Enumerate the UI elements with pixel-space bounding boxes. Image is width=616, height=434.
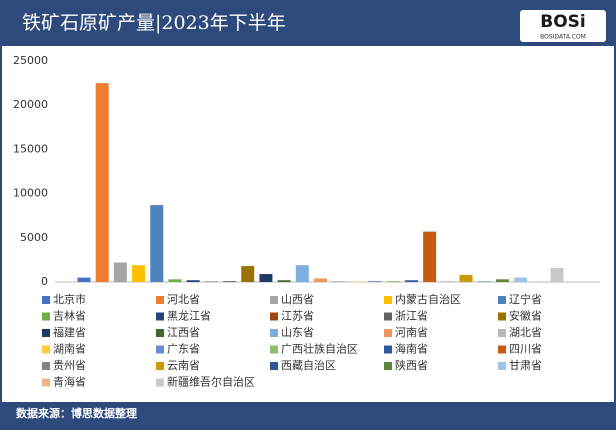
- legend-swatch: [42, 379, 50, 387]
- bar: [369, 281, 382, 282]
- y-tick-label: 20000: [13, 98, 48, 111]
- legend-label: 西藏自治区: [281, 358, 336, 372]
- legend-label: 四川省: [509, 343, 542, 356]
- legend-label: 山西省: [281, 293, 314, 306]
- bar: [223, 281, 236, 282]
- legend-swatch: [156, 329, 164, 337]
- logo-subtext: BOSIDATA.COM: [540, 34, 586, 41]
- legend-label: 云南省: [167, 359, 200, 372]
- legend-swatch: [498, 296, 506, 304]
- bar: [150, 205, 163, 282]
- logo-text: BOSi: [540, 12, 585, 32]
- bar: [132, 265, 145, 282]
- legend-label: 青海省: [53, 375, 86, 389]
- legend-swatch: [270, 313, 278, 321]
- bar: [314, 278, 327, 282]
- legend-swatch: [270, 346, 278, 354]
- legend-label: 河南省: [395, 326, 428, 339]
- legend-label: 山东省: [281, 326, 314, 339]
- legend-label: 福建省: [53, 325, 86, 339]
- bar: [96, 83, 109, 282]
- y-tick-label: 5000: [20, 231, 48, 244]
- legend-label: 江苏省: [281, 310, 314, 323]
- legend-label: 广东省: [167, 343, 200, 356]
- legend-label: 吉林省: [53, 309, 86, 323]
- bar: [551, 268, 564, 282]
- legend-swatch: [498, 346, 506, 354]
- legend-label: 陕西省: [395, 358, 428, 372]
- legend-label: 内蒙古自治区: [395, 292, 461, 306]
- legend-label: 新疆维吾尔自治区: [167, 375, 255, 389]
- legend-swatch: [156, 379, 164, 387]
- legend-swatch: [156, 313, 164, 321]
- legend-label: 贵州省: [53, 359, 86, 372]
- bar: [114, 263, 127, 282]
- y-tick-label: 15000: [13, 142, 48, 155]
- legend-swatch: [42, 362, 50, 370]
- legend-label: 浙江省: [395, 310, 428, 323]
- bar: [460, 275, 473, 282]
- bar: [78, 278, 91, 282]
- source-note: 数据来源：博思数据整理: [16, 406, 137, 420]
- y-tick-label: 25000: [13, 54, 48, 67]
- bar: [187, 280, 200, 282]
- bar: [332, 281, 345, 282]
- legend-swatch: [42, 296, 50, 304]
- legend-label: 湖北省: [509, 326, 542, 339]
- bar: [168, 279, 181, 282]
- bar: [387, 281, 400, 282]
- legend-swatch: [270, 362, 278, 370]
- bar: [241, 266, 254, 282]
- legend-label: 辽宁省: [509, 292, 542, 306]
- legend-label: 北京市: [53, 292, 86, 306]
- y-tick-label: 10000: [13, 187, 48, 200]
- legend-label: 甘肃省: [509, 359, 542, 372]
- legend-swatch: [270, 296, 278, 304]
- legend-swatch: [384, 329, 392, 337]
- bar: [296, 265, 309, 282]
- legend-label: 安徽省: [509, 309, 542, 323]
- bar: [514, 278, 527, 282]
- chart-title: 铁矿石原矿产量|2023年下半年: [22, 12, 286, 34]
- bar: [259, 274, 272, 282]
- legend-swatch: [498, 362, 506, 370]
- legend-swatch: [384, 346, 392, 354]
- legend-swatch: [384, 296, 392, 304]
- legend-swatch: [156, 362, 164, 370]
- bar: [496, 279, 509, 282]
- bar: [278, 280, 291, 282]
- legend-swatch: [156, 296, 164, 304]
- legend-swatch: [498, 313, 506, 321]
- legend-swatch: [42, 346, 50, 354]
- legend-swatch: [498, 329, 506, 337]
- legend-label: 江西省: [167, 326, 200, 339]
- bar: [405, 280, 418, 282]
- legend-label: 河北省: [167, 293, 200, 306]
- bar: [423, 232, 436, 282]
- legend-swatch: [42, 313, 50, 321]
- legend-label: 广西壮族自治区: [281, 342, 358, 356]
- legend-swatch: [42, 329, 50, 337]
- legend-swatch: [384, 362, 392, 370]
- y-tick-label: 0: [41, 275, 48, 288]
- legend-swatch: [384, 313, 392, 321]
- legend-swatch: [156, 346, 164, 354]
- legend-swatch: [270, 329, 278, 337]
- legend-label: 黑龙江省: [167, 310, 211, 323]
- legend-label: 湖南省: [53, 343, 86, 356]
- legend-label: 海南省: [395, 342, 428, 356]
